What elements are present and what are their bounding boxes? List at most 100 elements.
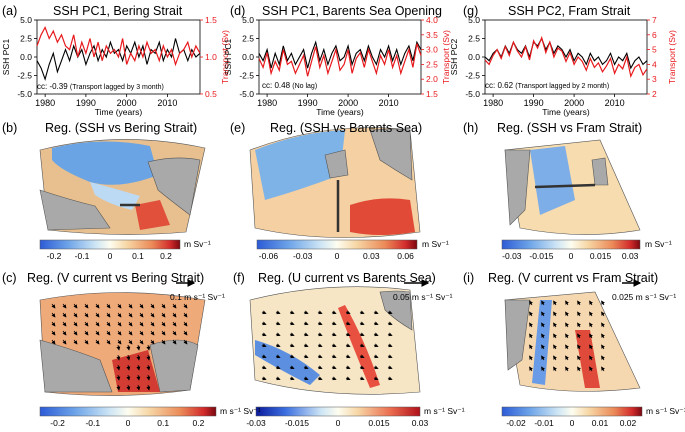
vector-arrow-c xyxy=(117,303,122,309)
vector-arrow-c xyxy=(146,344,151,351)
vector-arrow-c xyxy=(161,312,166,318)
vector-arrow-c xyxy=(126,344,131,351)
vector-arrow-i xyxy=(601,322,605,328)
xtick-label-g: 2010 xyxy=(605,98,625,108)
vector-arrow-i xyxy=(565,344,569,350)
vector-arrow-f xyxy=(275,343,281,348)
vector-arrow-f xyxy=(303,354,309,359)
ytick-right-label-g: 7 xyxy=(652,15,657,25)
colorbar-tick-b: -0.2 xyxy=(47,251,62,261)
vector-arrow-i xyxy=(601,355,605,361)
ytick-right-label-d: 3.0 xyxy=(426,45,438,55)
vector-arrow-f xyxy=(289,321,295,326)
colorbar-tick-h: 0.03 xyxy=(622,251,639,261)
vector-arrow-f xyxy=(289,365,295,370)
vector-arrow-f xyxy=(317,365,323,370)
vector-arrow-f xyxy=(331,310,337,315)
vector-arrow-c xyxy=(146,354,151,361)
vector-arrow-i xyxy=(529,322,533,328)
vector-arrow-c xyxy=(172,312,177,318)
vector-arrow-f xyxy=(275,354,281,359)
vector-arrow-c xyxy=(106,321,111,327)
colorbar-tick-c: -0.1 xyxy=(85,418,100,428)
vector-arrow-i xyxy=(541,311,545,317)
vector-arrow-f xyxy=(289,354,295,359)
ytick-right-label-d: 1.5 xyxy=(426,89,438,99)
vector-arrow-c xyxy=(139,303,144,309)
xtick-label-a: 2010 xyxy=(157,98,177,108)
colorbar-tick-h: 0 xyxy=(569,251,574,261)
vector-arrow-i xyxy=(553,311,557,317)
map-c-land-left xyxy=(39,339,113,393)
vector-arrow-c xyxy=(128,330,133,336)
vector-arrow-c xyxy=(106,303,111,309)
vector-arrow-c xyxy=(136,354,141,361)
vector-arrow-f xyxy=(345,310,351,315)
colorbar-tick-f: -0.03 xyxy=(246,418,266,428)
vector-arrow-c xyxy=(150,303,155,309)
vector-arrow-c xyxy=(139,312,144,318)
vector-arrow-f xyxy=(345,354,351,359)
vector-arrow-f xyxy=(387,365,393,370)
vector-arrow-f xyxy=(261,354,267,359)
xtick-label-a: 1980 xyxy=(35,98,55,108)
panel-title-d: SSH PC1, Barents Sea Opening xyxy=(262,4,442,18)
vector-arrow-c xyxy=(116,354,121,361)
panel-label-e: (e) xyxy=(230,121,246,135)
colorbar-tick-b: -0.1 xyxy=(75,251,90,261)
ytick-right-label-d: 2.5 xyxy=(426,59,438,69)
vector-arrow-c xyxy=(73,312,78,318)
vector-arrow-f xyxy=(359,376,365,381)
ytick-left-label-g: 2.5 xyxy=(468,34,480,44)
vector-arrow-f xyxy=(387,376,393,381)
ylabel-right-a: Transport (Sv) xyxy=(220,30,230,84)
unit-c: m s⁻¹ Sv⁻¹ xyxy=(220,406,261,416)
vector-arrow-c xyxy=(117,330,122,336)
panel-title-e: Reg. (SSH vs Barents Sea) xyxy=(270,121,423,135)
vector-arrow-i xyxy=(565,366,569,372)
vector-arrow-i xyxy=(541,344,545,350)
vector-arrow-f xyxy=(275,310,281,315)
colorbar-tick-i: 0.02 xyxy=(620,418,637,428)
ytick-left-label-a: 2.5 xyxy=(20,34,32,44)
timeseries-a: 1980 1990 2000 2010 Time (years) 5.0 2.5 0.0 -2.… xyxy=(1,15,230,117)
vector-arrow-c xyxy=(161,330,166,336)
vector-arrow-i xyxy=(529,344,533,350)
vector-arrow-i xyxy=(529,300,533,306)
vector-arrow-f xyxy=(331,365,337,370)
ytick-right-label-g: 3 xyxy=(652,74,657,84)
vector-arrow-i xyxy=(541,355,545,361)
vector-arrow-i xyxy=(553,366,557,372)
vector-arrow-f xyxy=(373,332,379,337)
vector-arrow-c xyxy=(95,312,100,318)
colorbar-tick-e: 0 xyxy=(335,251,340,261)
timeseries-g: 1980 1990 2000 2010 Time (years) 5.0 2.5 0.0 -2.… xyxy=(449,15,677,117)
ylabel-left-d: SSH PC1 xyxy=(223,39,233,76)
vector-arrow-i xyxy=(601,300,605,306)
vector-arrow-i xyxy=(589,333,593,339)
vector-arrow-f xyxy=(373,354,379,359)
panel-label-f: (f) xyxy=(233,271,245,285)
ytick-left-label-a: 5.0 xyxy=(20,15,32,25)
colorbar-b xyxy=(39,239,181,250)
series-line-d-transport xyxy=(258,43,422,77)
vector-arrow-f xyxy=(359,310,365,315)
map-i-red-band xyxy=(575,330,600,388)
vector-arrow-f xyxy=(387,343,393,348)
vector-arrow-i xyxy=(565,300,569,306)
vector-arrow-f xyxy=(387,332,393,337)
colorbar-tick-b: 0.1 xyxy=(132,251,144,261)
vector-arrow-c xyxy=(183,339,188,345)
vector-arrow-c xyxy=(73,330,78,336)
map-i-blue-band xyxy=(532,300,552,385)
colorbar-tick-e: -0.03 xyxy=(293,251,313,261)
vector-arrow-i xyxy=(553,333,557,339)
ylabel-left-a: SSH PC1 xyxy=(1,39,11,76)
vector-arrow-c xyxy=(183,321,188,327)
panel-label-d: (d) xyxy=(230,4,246,18)
vector-arrow-c xyxy=(128,312,133,318)
series-line-a-ssh xyxy=(36,38,201,82)
vector-arrow-c xyxy=(139,330,144,336)
panel-label-a: (a) xyxy=(2,4,18,18)
colorbar-tick-e: -0.06 xyxy=(259,251,279,261)
